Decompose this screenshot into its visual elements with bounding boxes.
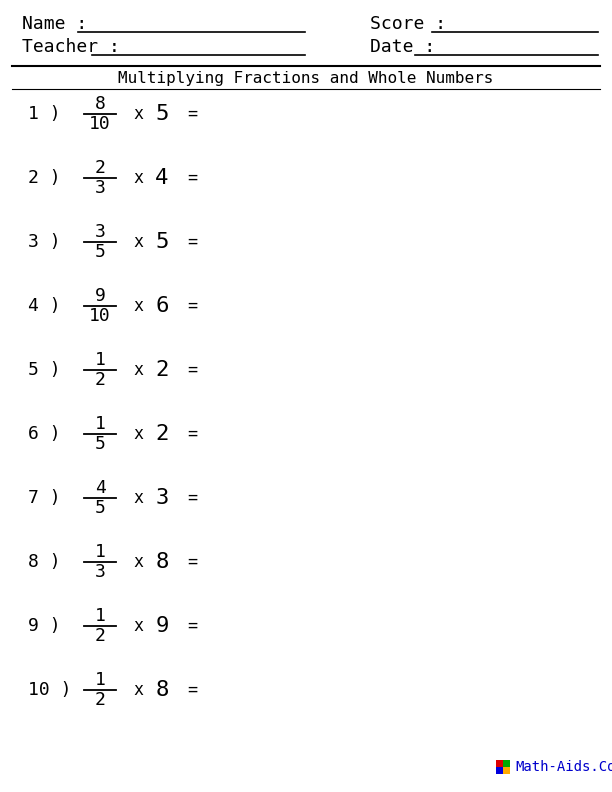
Text: 2: 2 <box>95 159 105 177</box>
Text: =: = <box>187 169 197 187</box>
Bar <box>496 767 503 774</box>
Text: Math-Aids.Com: Math-Aids.Com <box>515 760 612 774</box>
Text: 7 ): 7 ) <box>28 489 61 507</box>
Text: Name :: Name : <box>22 15 88 33</box>
Text: x: x <box>133 361 143 379</box>
Text: =: = <box>187 489 197 507</box>
Text: =: = <box>187 233 197 251</box>
Text: =: = <box>187 553 197 571</box>
Text: x: x <box>133 233 143 251</box>
Bar <box>503 760 510 767</box>
Text: =: = <box>187 105 197 123</box>
Text: x: x <box>133 425 143 443</box>
Text: 6: 6 <box>155 296 169 316</box>
Text: 8: 8 <box>95 95 105 113</box>
Text: 3: 3 <box>95 223 105 241</box>
Text: 5: 5 <box>155 104 169 124</box>
Text: =: = <box>187 361 197 379</box>
Text: 5: 5 <box>95 499 105 517</box>
Text: 1: 1 <box>95 607 105 625</box>
Text: 2: 2 <box>155 360 169 380</box>
Text: =: = <box>187 681 197 699</box>
Text: =: = <box>187 297 197 315</box>
Text: 10: 10 <box>89 115 111 133</box>
Text: Multiplying Fractions and Whole Numbers: Multiplying Fractions and Whole Numbers <box>118 70 494 86</box>
Text: 2: 2 <box>95 627 105 645</box>
Text: 10 ): 10 ) <box>28 681 72 699</box>
Bar <box>503 767 510 774</box>
Text: 1: 1 <box>95 415 105 433</box>
Text: 10: 10 <box>89 307 111 325</box>
Text: Date :: Date : <box>370 38 435 56</box>
Text: 1: 1 <box>95 671 105 689</box>
Text: Score :: Score : <box>370 15 446 33</box>
Text: 3 ): 3 ) <box>28 233 61 251</box>
Text: 6 ): 6 ) <box>28 425 61 443</box>
Text: 8: 8 <box>155 552 169 572</box>
Text: x: x <box>133 553 143 571</box>
Text: 4 ): 4 ) <box>28 297 61 315</box>
Text: x: x <box>133 489 143 507</box>
Text: 8 ): 8 ) <box>28 553 61 571</box>
Text: Teacher :: Teacher : <box>22 38 120 56</box>
Text: =: = <box>187 425 197 443</box>
Bar <box>496 760 503 767</box>
Text: 1: 1 <box>95 351 105 369</box>
Text: 9: 9 <box>155 616 169 636</box>
Text: 4: 4 <box>155 168 169 188</box>
Text: 1 ): 1 ) <box>28 105 61 123</box>
Text: 4: 4 <box>95 479 105 497</box>
Text: 3: 3 <box>155 488 169 508</box>
Text: 5: 5 <box>155 232 169 252</box>
Text: 1: 1 <box>95 543 105 561</box>
Text: 8: 8 <box>155 680 169 700</box>
Text: 5: 5 <box>95 435 105 453</box>
Text: x: x <box>133 681 143 699</box>
Text: x: x <box>133 169 143 187</box>
Text: 5 ): 5 ) <box>28 361 61 379</box>
Text: =: = <box>187 617 197 635</box>
Text: 5: 5 <box>95 243 105 261</box>
Text: 9 ): 9 ) <box>28 617 61 635</box>
Text: 9: 9 <box>95 287 105 305</box>
Text: 2: 2 <box>95 371 105 389</box>
Text: 3: 3 <box>95 563 105 581</box>
Text: x: x <box>133 297 143 315</box>
Text: 3: 3 <box>95 179 105 197</box>
Text: 2: 2 <box>95 691 105 709</box>
Text: 2 ): 2 ) <box>28 169 61 187</box>
Text: 2: 2 <box>155 424 169 444</box>
Text: x: x <box>133 617 143 635</box>
Text: x: x <box>133 105 143 123</box>
